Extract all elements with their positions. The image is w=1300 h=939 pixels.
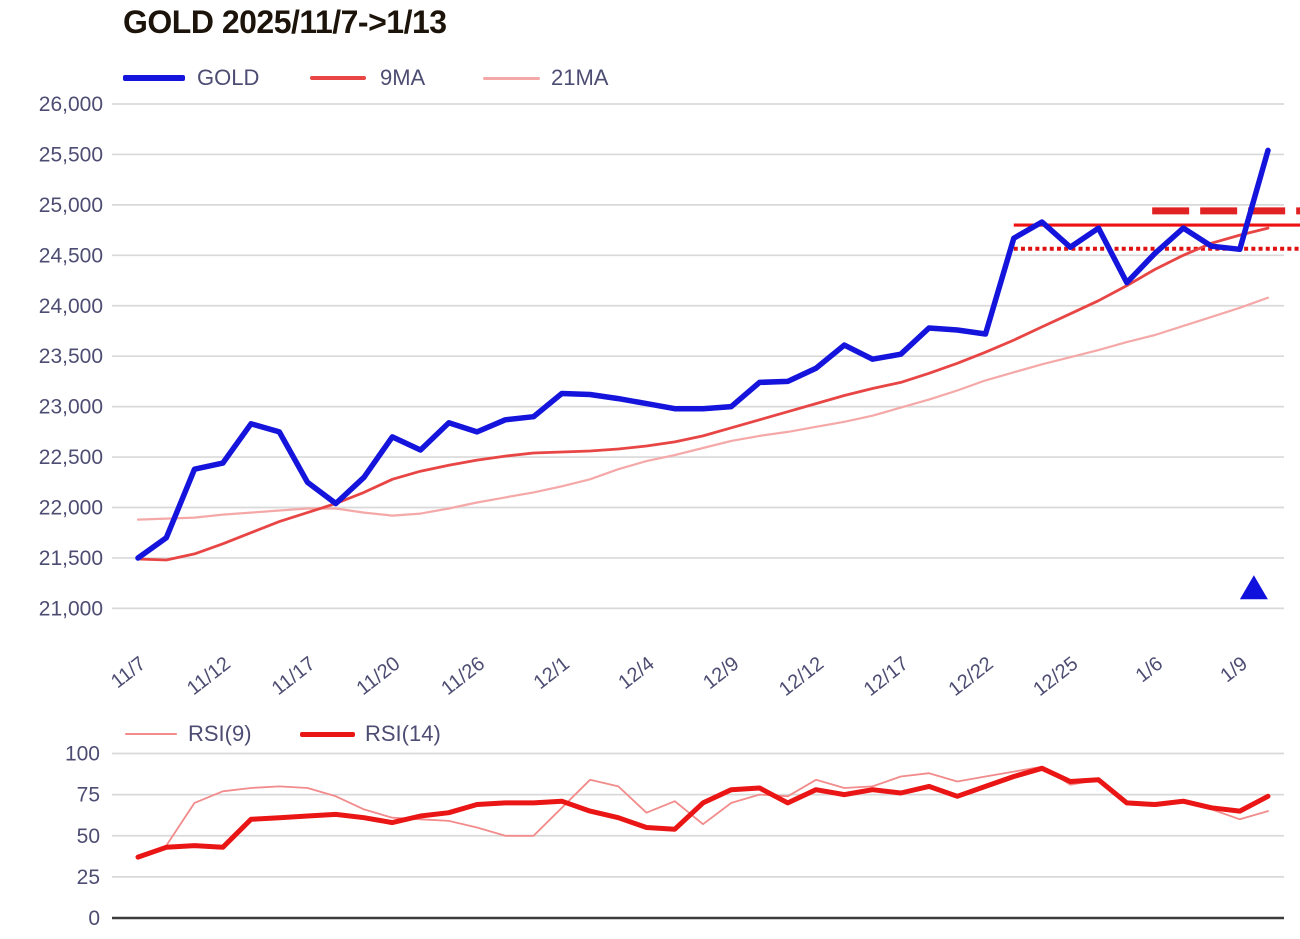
- rsi-y-tick-label: 0: [88, 907, 100, 930]
- buy-signal-triangle-marker: [1239, 575, 1268, 600]
- rsi14-line-swatch: [300, 731, 355, 737]
- price-x-tick-label: 12/9: [699, 653, 743, 694]
- rsi9-line-swatch: [125, 732, 177, 736]
- ma9-line-swatch: [310, 76, 366, 80]
- rsi-y-tick-label: 25: [77, 866, 100, 889]
- price-x-tick-label: 11/20: [353, 653, 405, 700]
- gold-price-line: [135, 147, 1271, 561]
- legend-item-21ma: 21MA: [483, 64, 608, 92]
- ma21-line: [136, 296, 1270, 521]
- legend-item-rsi14: RSI(14): [300, 720, 441, 748]
- price-y-tick-label: 21,000: [39, 597, 103, 620]
- price-x-tick-label: 1/6: [1132, 653, 1167, 687]
- rsi-y-tick-label: 75: [77, 784, 100, 807]
- price-y-tick-label: 22,500: [39, 446, 103, 469]
- legend-item-rsi9: RSI(9): [125, 720, 252, 748]
- price-chart-legend: GOLD 9MA 21MA: [123, 64, 723, 92]
- price-y-tick-label: 24,500: [39, 244, 103, 267]
- price-x-tick-label: 11/12: [183, 653, 235, 700]
- ma9-legend-label: 9MA: [380, 65, 426, 90]
- rsi-y-tick-label: 100: [65, 743, 100, 766]
- ma21-line-swatch: [483, 76, 540, 80]
- price-y-tick-label: 22,000: [39, 497, 103, 520]
- price-y-tick-label: 23,000: [39, 396, 103, 419]
- rsi-chart-legend: RSI(9) RSI(14): [125, 720, 625, 748]
- price-y-tick-label: 21,500: [39, 547, 103, 570]
- price-y-tick-label: 23,500: [39, 345, 103, 368]
- rsi14-legend-label: RSI(14): [365, 721, 441, 746]
- price-x-tick-label: 11/17: [268, 653, 320, 700]
- price-x-tick-label: 12/1: [530, 653, 574, 694]
- ma9-line: [136, 226, 1270, 562]
- rsi14-line: [135, 765, 1271, 860]
- price-x-tick-label: 12/22: [945, 653, 998, 701]
- rsi9-legend-label: RSI(9): [188, 721, 252, 746]
- legend-item-9ma: 9MA: [310, 64, 425, 92]
- price-x-tick-label: 11/26: [437, 653, 489, 700]
- price-y-tick-label: 25,000: [39, 194, 103, 217]
- price-x-tick-label: 12/4: [614, 653, 658, 694]
- gold-line-swatch: [123, 75, 185, 81]
- price-y-tick-label: 24,000: [39, 295, 103, 318]
- page-title: GOLD 2025/11/7->1/13: [123, 4, 447, 40]
- legend-item-gold: GOLD: [123, 64, 259, 92]
- price-y-tick-label: 26,000: [39, 93, 103, 116]
- price-x-tick-label: 12/12: [775, 653, 828, 701]
- gold-legend-label: GOLD: [197, 65, 260, 90]
- price-x-tick-label: 11/7: [107, 653, 150, 693]
- price-x-tick-label: 1/9: [1216, 653, 1251, 687]
- rsi-y-tick-label: 50: [77, 825, 100, 848]
- price-x-tick-label: 12/17: [860, 653, 913, 701]
- price-y-tick-label: 25,500: [39, 143, 103, 166]
- ma21-legend-label: 21MA: [551, 65, 609, 90]
- price-x-tick-label: 12/25: [1029, 653, 1082, 701]
